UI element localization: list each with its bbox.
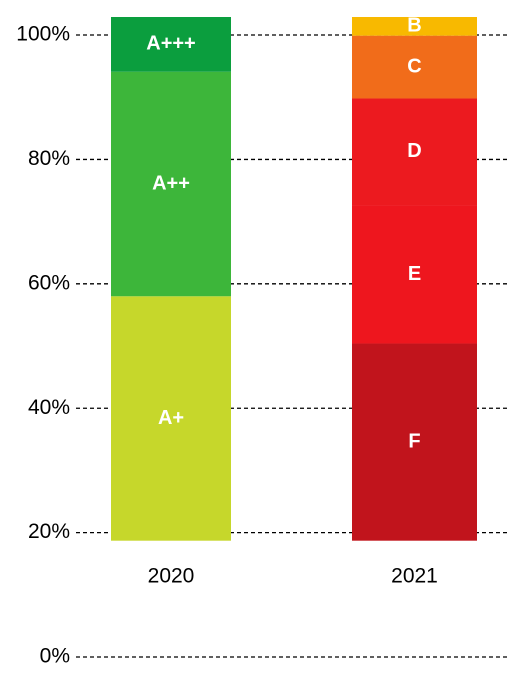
x-tick-label: 2020 <box>148 565 195 588</box>
segment-label: D <box>407 140 421 162</box>
y-tick-label: 60% <box>28 271 70 294</box>
bar-segment <box>111 71 231 297</box>
bar-segment <box>111 296 231 541</box>
y-tick-label: 40% <box>28 396 70 419</box>
segment-label: A+ <box>158 407 184 429</box>
bar-segment <box>352 17 477 36</box>
bar-segment <box>352 98 477 206</box>
bar-segment <box>111 17 231 72</box>
y-tick-label: 0% <box>40 645 70 668</box>
segment-label: A+++ <box>146 33 195 55</box>
bar-segment <box>352 35 477 99</box>
y-tick-label: 80% <box>28 147 70 170</box>
bar-segment <box>352 205 477 344</box>
bar-segment <box>352 343 477 541</box>
segment-label: B <box>407 15 421 37</box>
y-tick-label: 100% <box>16 23 70 46</box>
segment-label: E <box>408 263 421 285</box>
y-tick-label: 20% <box>28 520 70 543</box>
x-tick-label: 2021 <box>391 565 438 588</box>
segment-label: A++ <box>152 172 190 194</box>
segment-label: C <box>407 55 421 77</box>
segment-label: F <box>408 430 420 452</box>
